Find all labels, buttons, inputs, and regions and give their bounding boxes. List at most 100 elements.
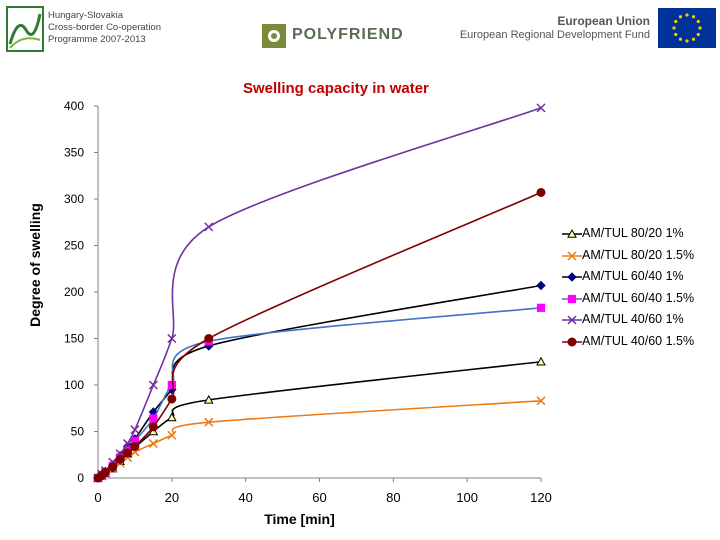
series-line [97,400,542,479]
eu-flag-star-icon [672,26,676,30]
data-point [123,448,133,458]
programme-line: Programme 2007-2013 [48,34,146,45]
legend-item: AM/TUL 40/60 1% [562,310,712,332]
data-point [148,439,158,449]
series [93,280,546,483]
eu-flag-star-icon [691,15,696,19]
x-tick-label: 60 [312,490,326,505]
data-point [204,222,214,232]
x-tick-label: 40 [238,490,252,505]
legend-label: AM/TUL 80/20 1% [582,226,684,240]
data-point [536,187,546,197]
data-point [167,394,177,404]
series [93,396,546,483]
data-point [123,439,133,449]
data-point [100,467,110,477]
legend-label: AM/TUL 40/60 1.5% [582,333,695,348]
data-point [536,280,546,291]
data-point [130,425,140,435]
legend-item: AM/TUL 80/20 1.5% [562,246,712,268]
legend-swatch [562,315,582,325]
legend-item: AM/TUL 60/40 1.5% [562,289,712,311]
eu-flag-icon [658,8,716,48]
data-point [536,396,546,406]
data-point [536,103,546,113]
data-point [148,422,158,432]
chart-legend: AM/TUL 80/20 1% AM/TUL 80/20 1.5% AM/TUL 6… [562,224,712,353]
programme-logo-icon [6,6,44,52]
data-point [567,315,577,325]
legend-label: AM/TUL 60/40 1% [582,269,684,283]
legend-swatch [562,337,582,346]
x-tick-label: 0 [94,490,101,505]
x-tick-label: 120 [530,490,552,505]
data-point [108,462,118,472]
data-point [203,394,214,404]
programme-logo: Hungary-Slovakia Cross-border Co-operati… [6,6,161,54]
x-axis-label: Time [min] [264,511,335,527]
x-tick-label: 80 [386,490,400,505]
programme-line: Hungary-Slovakia [48,10,123,21]
data-point [166,412,177,422]
chart-title: Swelling capacity in water [243,80,429,97]
programme-line: Cross-border Co-operation [48,22,161,33]
legend-label: AM/TUL 40/60 1% [582,312,684,326]
data-point [567,250,577,261]
data-point [148,380,158,390]
y-tick-label: 150 [64,332,84,346]
y-tick-label: 300 [64,192,84,206]
legend-swatch [562,228,582,238]
series [93,356,546,482]
eu-flag-star-icon [685,39,689,43]
legend-swatch [562,250,582,261]
legend-swatch [562,272,582,282]
project-logo-icon [262,24,286,48]
x-tick-label: 20 [165,490,179,505]
y-tick-label: 200 [64,285,84,299]
eu-flag-star-icon [678,15,683,19]
data-point [115,454,125,464]
eu-logo: European Union European Regional Develop… [460,8,716,52]
y-tick-label: 350 [64,146,84,160]
eu-flag-star-icon [674,32,678,37]
data-point [204,417,214,427]
header: Hungary-Slovakia Cross-border Co-operati… [0,0,720,70]
series-line [97,307,542,479]
legend-item: AM/TUL 80/20 1% [562,224,712,246]
legend-label: AM/TUL 80/20 1.5% [582,247,695,262]
data-point [130,441,140,451]
series [93,303,546,483]
y-tick-label: 0 [77,471,84,485]
series-line [97,360,542,479]
data-point [567,228,577,238]
series [93,187,546,483]
data-point [567,272,577,282]
eu-flag-star-icon [691,37,696,41]
data-point [149,414,158,423]
project-name: POLYFRIEND [292,26,404,43]
data-point [204,334,214,343]
data-point [536,356,546,366]
eu-flag-star-icon [696,19,700,24]
series-line [97,191,542,479]
eu-flag-star-icon [696,32,700,37]
data-point [567,294,577,303]
legend-item: AM/TUL 40/60 1.5% [562,332,712,354]
x-tick-label: 100 [456,490,478,505]
eu-line-1: European Union [557,14,650,28]
y-axis-label: Degree of swelling [27,203,43,327]
data-point [536,303,546,312]
legend-swatch [562,294,582,303]
y-tick-label: 400 [64,99,84,113]
data-point [167,430,177,440]
legend-label: AM/TUL 60/40 1.5% [582,290,695,305]
eu-flag-star-icon [678,37,683,41]
data-point [167,333,177,344]
y-tick-label: 100 [64,378,84,392]
eu-line-2: European Regional Development Fund [459,29,650,41]
eu-flag-star-icon [685,13,689,17]
eu-flag-star-icon [674,19,678,24]
data-point [567,337,577,346]
legend-item: AM/TUL 60/40 1% [562,267,712,289]
